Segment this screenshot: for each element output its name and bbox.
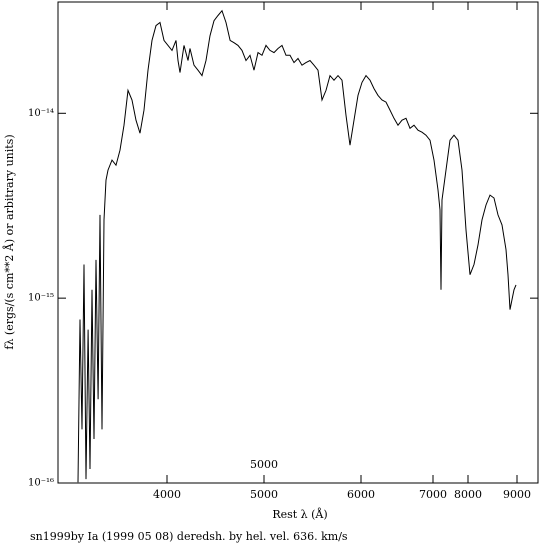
x-tick-label: 9000 <box>503 488 531 501</box>
y-axis-label: fλ (ergs/(s cm**2 Å) or arbitrary units) <box>2 134 16 349</box>
x-tick-label: 5000 <box>250 488 278 501</box>
annotation: 5000 <box>250 458 278 471</box>
x-tick-label: 6000 <box>347 488 375 501</box>
footer: sn1999by Ia (1999 05 08) deredsh. by hel… <box>30 530 348 543</box>
x-tick-label: 8000 <box>454 488 482 501</box>
y-tick-label: 10⁻¹⁶ <box>28 478 54 489</box>
x-axis-label: Rest λ (Å) <box>272 507 327 521</box>
y-tick-label: 10⁻¹⁵ <box>28 293 54 304</box>
spectrum-line <box>77 9 517 483</box>
y-tick-label: 10⁻¹⁴ <box>28 108 54 119</box>
plot-frame <box>57 1 539 484</box>
x-tick-label: 4000 <box>153 488 181 501</box>
x-tick-label: 7000 <box>419 488 447 501</box>
